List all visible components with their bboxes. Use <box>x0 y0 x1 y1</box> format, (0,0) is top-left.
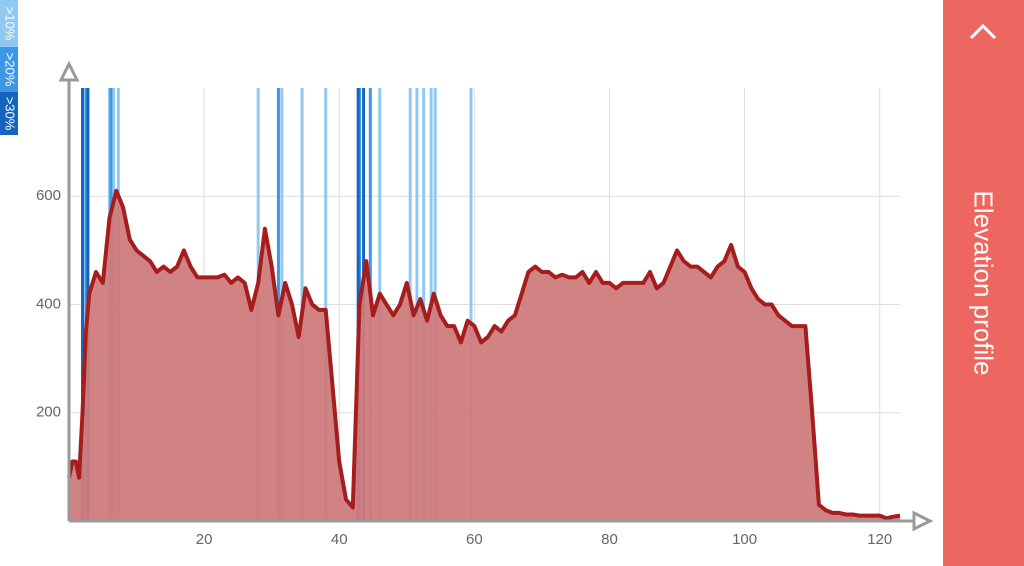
chart: 200 400 600 20 40 60 80 100 120 >10% >20% >30% <box>0 0 934 548</box>
sidebar[interactable]: Elevation profile <box>943 0 1024 566</box>
legend-swatch <box>0 0 18 47</box>
y-tick-label: 600 <box>36 187 61 204</box>
x-tick-label: 120 <box>867 531 892 548</box>
x-tick-label: 20 <box>196 531 213 548</box>
x-axis-arrow <box>912 510 934 532</box>
x-tick-label: 60 <box>466 531 483 548</box>
y-axis-arrow <box>58 60 80 82</box>
legend-label: >30% <box>3 97 18 131</box>
sidebar-title: Elevation profile <box>968 190 999 376</box>
elevation-area <box>69 190 900 522</box>
legend-label: >10% <box>3 7 18 41</box>
y-tick-label: 200 <box>36 404 61 421</box>
x-tick-label: 100 <box>732 531 757 548</box>
x-tick-label: 80 <box>601 531 618 548</box>
x-tick-label: 40 <box>331 531 348 548</box>
y-tick-label: 400 <box>36 295 61 312</box>
legend-swatch <box>0 47 18 92</box>
legend-label: >20% <box>3 53 18 87</box>
legend-swatch <box>0 92 18 135</box>
elevation-line <box>67 188 901 521</box>
chevron-up[interactable] <box>943 0 1024 60</box>
